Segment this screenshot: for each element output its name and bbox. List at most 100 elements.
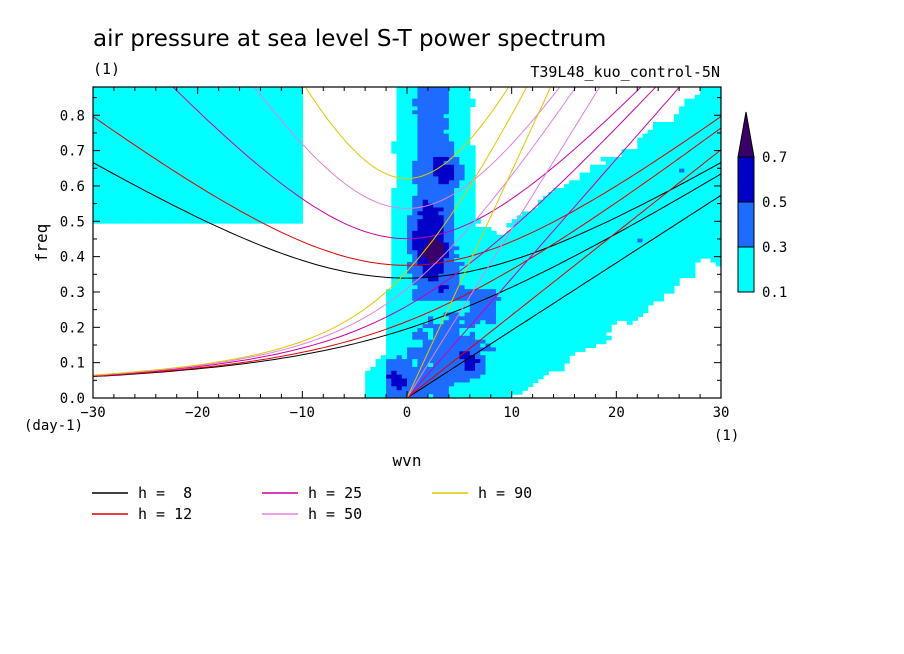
field-cell bbox=[705, 223, 712, 228]
field-cell bbox=[506, 238, 513, 244]
field-cell bbox=[433, 90, 439, 96]
field-cell bbox=[516, 382, 523, 387]
field-cell bbox=[684, 145, 691, 150]
field-cell bbox=[658, 156, 665, 162]
field-cell bbox=[658, 261, 665, 267]
field-cell bbox=[223, 110, 230, 115]
field-cell bbox=[443, 230, 450, 236]
field-cell bbox=[611, 316, 617, 321]
field-cell bbox=[448, 308, 455, 314]
field-cell bbox=[679, 156, 685, 162]
field-cell bbox=[150, 219, 157, 224]
field-cell bbox=[642, 285, 649, 290]
field-cell bbox=[475, 328, 481, 333]
field-cell bbox=[422, 289, 429, 294]
field-cell bbox=[584, 296, 591, 302]
field-cell bbox=[427, 129, 434, 135]
field-cell bbox=[700, 153, 706, 158]
field-cell bbox=[527, 211, 534, 216]
field-cell bbox=[590, 211, 596, 216]
field-cell bbox=[480, 254, 487, 259]
field-cell bbox=[192, 137, 199, 143]
field-cell bbox=[652, 137, 659, 143]
field-cell bbox=[584, 328, 591, 333]
field-cell bbox=[443, 254, 450, 259]
field-cell bbox=[469, 378, 476, 384]
field-cell bbox=[705, 234, 712, 240]
field-cell bbox=[694, 234, 701, 240]
field-cell bbox=[522, 347, 528, 352]
field-cell bbox=[396, 121, 403, 127]
field-cell bbox=[590, 273, 596, 279]
field-cell bbox=[621, 281, 628, 286]
field-cell bbox=[621, 199, 628, 205]
kelvin-curve-h12 bbox=[406, 149, 721, 398]
field-cell bbox=[464, 312, 471, 317]
field-cell bbox=[98, 133, 105, 139]
field-cell bbox=[469, 293, 476, 298]
field-cell bbox=[265, 137, 272, 143]
field-cell bbox=[286, 211, 293, 216]
field-cell bbox=[396, 106, 403, 111]
field-cell bbox=[705, 114, 712, 119]
field-cell bbox=[438, 207, 445, 212]
field-cell bbox=[365, 386, 371, 391]
field-cell bbox=[150, 156, 157, 162]
field-cell bbox=[443, 281, 450, 286]
field-cell bbox=[443, 355, 450, 360]
field-cell bbox=[564, 191, 570, 197]
field-cell bbox=[600, 316, 607, 321]
field-cell bbox=[401, 184, 408, 189]
field-cell bbox=[459, 90, 466, 96]
field-cell bbox=[511, 304, 518, 310]
field-cell bbox=[401, 195, 408, 201]
field-cell bbox=[652, 261, 659, 267]
field-cell bbox=[286, 129, 293, 135]
field-cell bbox=[412, 226, 419, 232]
field-cell bbox=[527, 219, 534, 224]
field-cell bbox=[218, 137, 225, 143]
field-cell bbox=[715, 203, 721, 209]
field-cell bbox=[265, 110, 272, 115]
field-cell bbox=[255, 90, 262, 96]
field-cell bbox=[427, 207, 434, 212]
field-cell bbox=[454, 355, 460, 360]
field-cell bbox=[590, 172, 596, 178]
field-cell bbox=[469, 359, 476, 364]
field-cell bbox=[506, 320, 513, 325]
field-cell bbox=[485, 386, 492, 391]
field-cell bbox=[480, 390, 487, 395]
field-cell bbox=[464, 355, 471, 360]
field-cell bbox=[464, 308, 471, 314]
field-cell bbox=[600, 261, 607, 267]
field-cell bbox=[124, 215, 131, 220]
field-cell bbox=[417, 98, 424, 104]
field-cell bbox=[564, 199, 570, 205]
field-cell bbox=[464, 394, 471, 398]
field-cell bbox=[616, 312, 623, 317]
field-cell bbox=[218, 87, 225, 92]
field-cell bbox=[448, 121, 455, 127]
field-cell bbox=[161, 199, 167, 205]
field-cell bbox=[448, 312, 455, 317]
field-cell bbox=[443, 258, 450, 263]
field-cell bbox=[637, 289, 644, 294]
field-cell bbox=[663, 273, 670, 279]
field-cell bbox=[260, 121, 267, 127]
field-cell bbox=[605, 273, 612, 279]
field-cell bbox=[527, 374, 534, 380]
field-cell bbox=[113, 133, 120, 139]
field-cell bbox=[459, 172, 466, 178]
field-cell bbox=[171, 215, 178, 220]
field-cell bbox=[448, 328, 455, 333]
field-cell bbox=[475, 265, 481, 271]
field-cell bbox=[710, 242, 717, 247]
field-cell bbox=[469, 386, 476, 391]
field-cell bbox=[443, 121, 450, 127]
field-cell bbox=[469, 390, 476, 395]
field-cell bbox=[537, 316, 544, 321]
field-cell bbox=[176, 141, 183, 146]
field-cell bbox=[516, 308, 523, 314]
field-cell bbox=[407, 281, 413, 286]
field-cell bbox=[438, 145, 445, 150]
